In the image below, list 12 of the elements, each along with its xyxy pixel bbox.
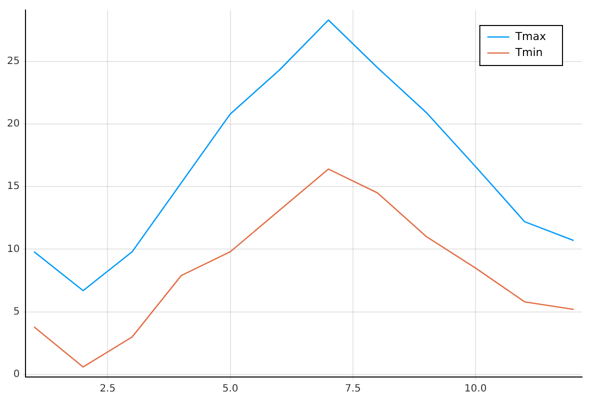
- y-tick-label: 10: [6, 244, 20, 255]
- y-tick-label: 15: [6, 181, 20, 192]
- legend-label: Tmax: [514, 30, 546, 43]
- legend-label: Tmin: [514, 46, 543, 59]
- x-tick-label: 5.0: [222, 384, 238, 395]
- y-tick-label: 0: [13, 369, 20, 380]
- y-tick-label: 25: [6, 56, 20, 67]
- x-tick-label: 2.5: [100, 384, 116, 395]
- x-tick-label: 10.0: [464, 384, 487, 395]
- y-tick-label: 5: [13, 306, 20, 318]
- x-tick-label: 7.5: [344, 384, 361, 395]
- y-tick-label: 20: [6, 118, 20, 130]
